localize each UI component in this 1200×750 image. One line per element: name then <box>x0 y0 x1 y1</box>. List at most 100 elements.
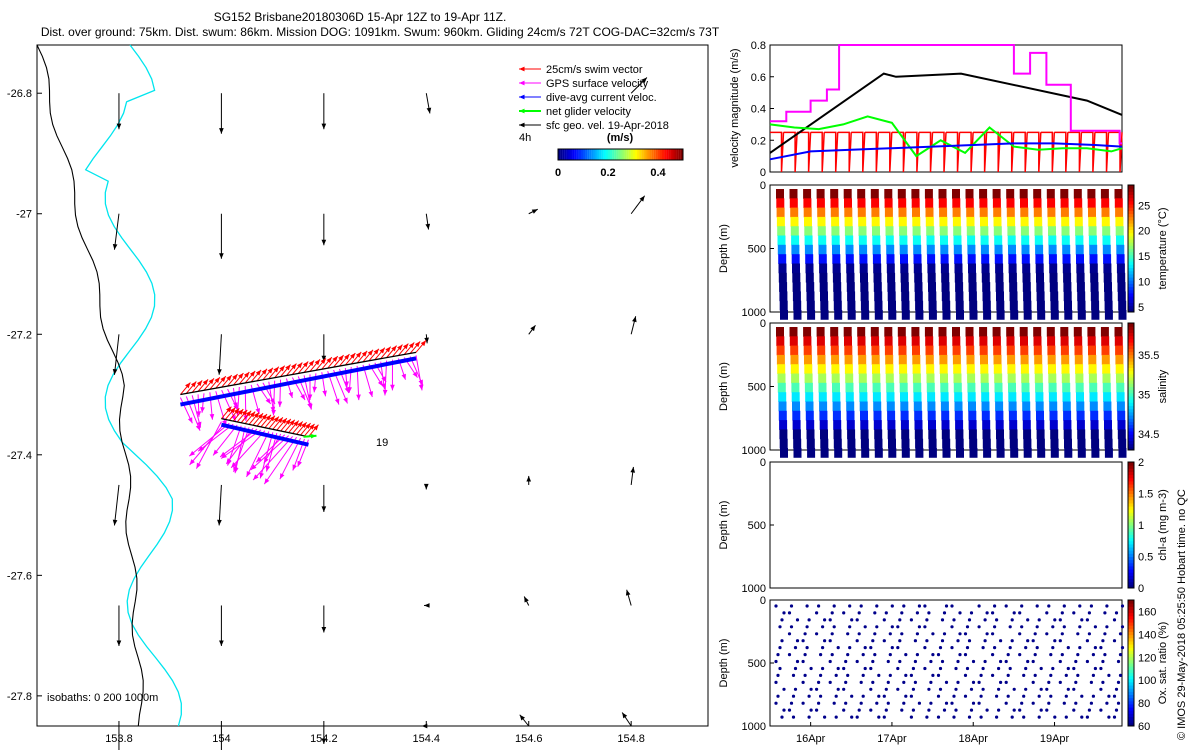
salinity-colorbar-cell <box>1128 405 1134 410</box>
oxygen-sample-point <box>1099 708 1103 712</box>
oxygen-sample-point <box>963 632 968 636</box>
oxygen-sample-point <box>1018 632 1022 636</box>
temperature-profile-cell <box>899 226 908 236</box>
salinity-profile-cell <box>1007 354 1016 365</box>
salinity-profile-cell <box>1102 382 1111 393</box>
colorbar-cell <box>668 149 671 160</box>
salinity-profile-cell <box>792 410 801 421</box>
swim-vector-arrow <box>221 374 233 388</box>
swim-vector-arrow-head <box>185 382 191 389</box>
salinity-profile-cell <box>1035 382 1044 393</box>
swim-vector-arrow-head <box>273 366 279 373</box>
temperature-profile-cell <box>872 244 881 255</box>
salinity-profile-cell <box>858 354 867 365</box>
temperature-profile-cell <box>778 263 787 274</box>
oxygen-sample-point <box>869 666 873 671</box>
oxygen-sample-point <box>977 625 981 629</box>
oxygen-sample-point <box>861 653 865 657</box>
chl-colorbar-cell <box>1128 528 1134 532</box>
gps-velocity-arrow-head <box>250 464 257 470</box>
gps-velocity-arrow-head <box>288 392 293 398</box>
salinity-colorbar-tick-label: 34.5 <box>1138 429 1159 441</box>
chl-colorbar-cell <box>1128 556 1134 561</box>
oxygen-sample-point <box>1010 715 1014 719</box>
gps-velocity-arrow-head <box>231 462 237 468</box>
oxygen-sample-point <box>1004 659 1008 664</box>
gps-velocity-arrow-head <box>195 424 201 431</box>
oxygen-sample-point <box>923 604 927 608</box>
temperature-profile-cell <box>778 272 787 283</box>
temperature-profile-cell <box>1006 189 1015 199</box>
salinity-profile-cell <box>982 438 991 449</box>
temperature-profile-cell <box>819 263 828 274</box>
temperature-profile-cell <box>817 216 826 227</box>
salinity-profile-cell <box>996 438 1005 449</box>
oxygen-sample-point <box>929 701 933 705</box>
temperature-profile-cell <box>1023 291 1032 302</box>
temperature-profile-cell <box>996 310 1005 320</box>
salinity-colorbar-tick-label: 35.5 <box>1138 350 1159 362</box>
gps-velocity-arrow <box>225 427 254 465</box>
oxygen-sample-point <box>1076 632 1080 636</box>
chl-colorbar-cell <box>1128 468 1134 472</box>
oxygen-sample-point <box>969 611 974 615</box>
oxygen-sample-point <box>848 604 852 608</box>
temperature-profile-cell <box>1037 310 1046 320</box>
swim-vector-arrow <box>268 416 280 429</box>
salinity-profile-cell <box>861 448 870 458</box>
temperature-profile-cell <box>1114 189 1123 199</box>
salinity-profile-cell <box>847 448 856 458</box>
temperature-profile-cell <box>804 244 813 255</box>
salinity-profile-cell <box>860 429 869 440</box>
oxygen-colorbar-cell <box>1128 612 1134 617</box>
salinity-profile-cell <box>1061 354 1070 365</box>
oxygen-sample-point <box>871 659 875 664</box>
oxygen-colorbar-tick-label: 140 <box>1138 629 1156 641</box>
oxygen-sample-point <box>832 625 836 629</box>
salinity-profile-cell <box>873 410 882 421</box>
gps-velocity-arrow-head <box>390 384 395 391</box>
oxygen-colorbar-cell <box>1128 663 1134 667</box>
chl-colorbar-cell <box>1128 502 1134 507</box>
geo-vector-arrow-head <box>219 640 224 646</box>
oxygen-sample-point <box>1066 646 1070 650</box>
salinity-profile-cell <box>832 401 841 412</box>
oxygen-sample-point <box>890 604 894 608</box>
salinity-profile-cell <box>912 364 921 374</box>
salinity-ylabel: Depth (m) <box>718 362 730 411</box>
geo-vector-arrow-head <box>112 243 118 250</box>
oxygen-sample-point <box>977 680 981 685</box>
oxygen-sample-point <box>1045 708 1049 712</box>
temperature-profile-cell <box>913 263 922 274</box>
oxygen-sample-point <box>1072 611 1076 615</box>
oxygen-sample-point <box>875 604 879 608</box>
gps-velocity-arrow-head <box>196 421 202 428</box>
temperature-profile-cell <box>857 198 866 209</box>
salinity-profile-cell <box>776 354 785 365</box>
oxygen-colorbar-cell <box>1128 707 1134 711</box>
salinity-colorbar-cell <box>1128 434 1134 438</box>
oxygen-sample-point <box>956 659 960 664</box>
salinity-profile-cell <box>887 410 896 421</box>
salinity-profile-cell <box>859 392 868 402</box>
oxygen-sample-point <box>801 701 805 705</box>
oxygen-sample-point <box>1053 618 1057 622</box>
swim-vector-arrow <box>232 408 244 422</box>
oxygen-sample-point <box>1062 625 1066 629</box>
geo-vector-arrow <box>425 93 432 114</box>
oxygen-sample-point <box>1037 694 1041 698</box>
oxygen-sample-point <box>979 673 983 678</box>
temperature-profile-cell <box>847 300 856 311</box>
salinity-profile-cell <box>793 448 802 458</box>
oxygen-sample-point <box>877 715 881 719</box>
velocity-ytick-label: 0 <box>760 167 766 179</box>
temperature-profile-cell <box>1036 291 1045 302</box>
temperature-profile-cell <box>993 207 1002 218</box>
oxygen-sample-point <box>1116 680 1121 685</box>
swim-vector-arrow <box>321 356 333 370</box>
salinity-profile-cell <box>982 429 991 440</box>
temperature-profile-cell <box>992 198 1001 209</box>
oxygen-sample-point <box>1012 687 1016 691</box>
temperature-profile-cell <box>981 254 990 264</box>
oxygen-sample-point <box>1066 687 1070 691</box>
